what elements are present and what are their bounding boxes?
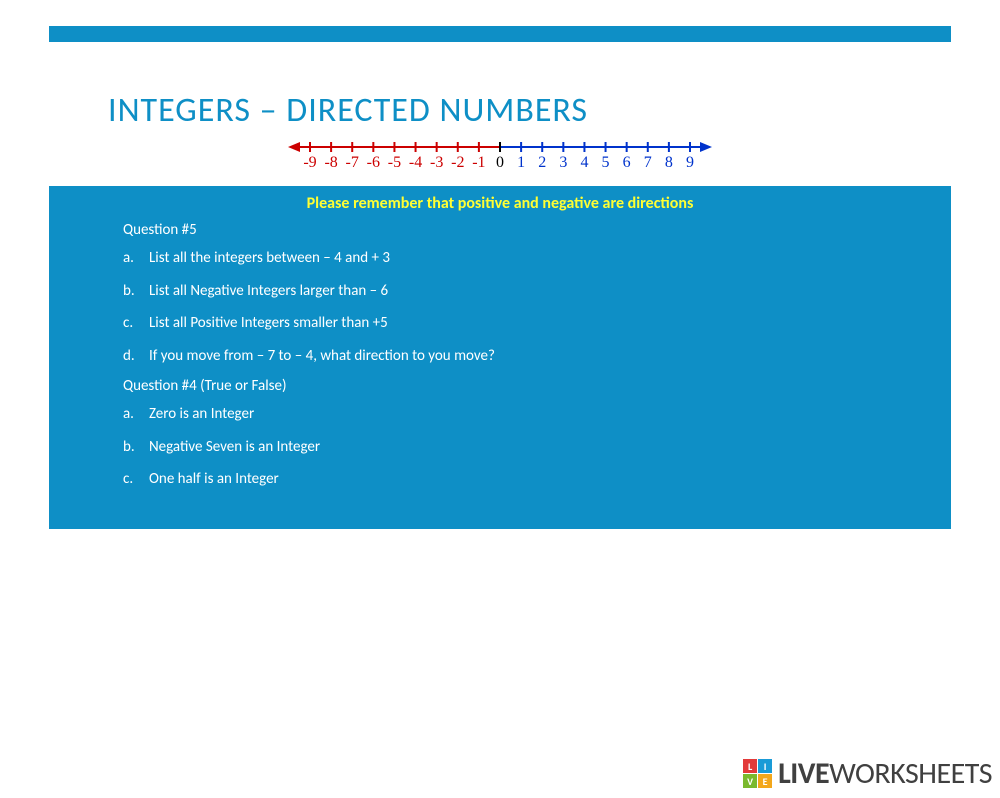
list-item-text: Negative Seven is an Integer [149,438,320,456]
svg-text:7: 7 [644,154,652,171]
svg-text:3: 3 [559,154,567,171]
list-item-marker: b. [123,436,149,459]
list-item: b.List all Negative Integers larger than… [123,280,951,303]
list-item-text: List all Negative Integers larger than –… [149,282,388,300]
list-item: a.Zero is an Integer [123,403,951,426]
reminder-text: Please remember that positive and negati… [49,194,951,213]
list-item: c.One half is an Integer [123,468,951,491]
logo-square-e: E [758,774,772,788]
svg-text:2: 2 [538,154,546,171]
logo-squares-icon: L I V E [743,759,772,788]
brand-text-rest: WORKSHEETS [829,755,992,792]
svg-text:0: 0 [496,154,504,171]
svg-text:-6: -6 [367,154,380,171]
list-item-marker: c. [123,312,149,335]
brand-text-bold: LIVE [778,755,829,792]
svg-text:-1: -1 [472,154,485,171]
list-item-text: If you move from – 7 to – 4, what direct… [149,347,495,365]
svg-text:-5: -5 [388,154,401,171]
list-item-text: List all the integers between – 4 and + … [149,249,390,267]
svg-text:-7: -7 [346,154,359,171]
list-item: d.If you move from – 7 to – 4, what dire… [123,345,951,368]
svg-text:9: 9 [686,154,694,171]
list-item-text: List all Positive Integers smaller than … [149,314,388,332]
list-item-text: One half is an Integer [149,470,279,488]
question-4-header: Question #4 (True or False) [123,377,951,395]
number-line-diagram: -9 -8 -7 -6 -5 -4 -3 -2 -1 0123456789 [280,135,720,175]
worksheet-slide: INTEGERS – DIRECTED NUMBERS -9 -8 -7 -6 -5 -4… [20,26,980,529]
list-item: b.Negative Seven is an Integer [123,436,951,459]
svg-text:8: 8 [665,154,673,171]
questions-panel: Please remember that positive and negati… [49,186,951,529]
svg-text:4: 4 [580,154,588,171]
list-item-marker: a. [123,403,149,426]
list-item: c.List all Positive Integers smaller tha… [123,312,951,335]
list-item-text: Zero is an Integer [149,405,254,423]
page-title: INTEGERS – DIRECTED NUMBERS [108,90,980,131]
svg-text:-3: -3 [430,154,443,171]
brand-footer: L I V E LIVEWORKSHEETS [743,755,992,792]
list-item-marker: b. [123,280,149,303]
svg-text:5: 5 [602,154,610,171]
list-item: a.List all the integers between – 4 and … [123,247,951,270]
list-item-marker: a. [123,247,149,270]
question-5-list: a.List all the integers between – 4 and … [123,247,951,367]
brand-logo: L I V E LIVEWORKSHEETS [743,755,992,792]
svg-text:1: 1 [517,154,525,171]
brand-text: LIVEWORKSHEETS [778,755,992,792]
logo-square-l: L [743,759,757,773]
svg-text:-8: -8 [324,154,337,171]
question-5-header: Question #5 [123,221,951,239]
list-item-marker: c. [123,468,149,491]
number-line-container: -9 -8 -7 -6 -5 -4 -3 -2 -1 0123456789 [20,135,980,180]
svg-text:-4: -4 [409,154,422,171]
list-item-marker: d. [123,345,149,368]
top-accent-bar [49,26,951,42]
question-4-list: a.Zero is an Integerb.Negative Seven is … [123,403,951,491]
logo-square-v: V [743,774,757,788]
svg-text:-9: -9 [303,154,316,171]
svg-text:-2: -2 [451,154,464,171]
logo-square-i: I [758,759,772,773]
svg-text:6: 6 [623,154,631,171]
